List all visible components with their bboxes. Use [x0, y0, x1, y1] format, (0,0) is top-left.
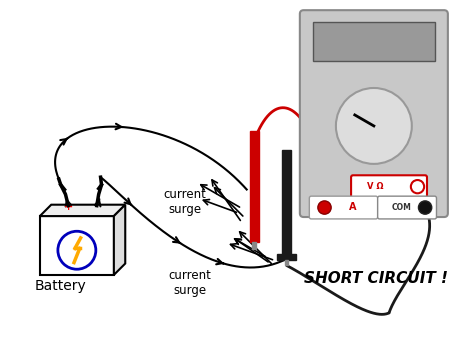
Bar — [285, 260, 289, 265]
Text: ~V: ~V — [317, 81, 328, 90]
Text: Ω: Ω — [371, 69, 377, 78]
Text: V Ω: V Ω — [366, 182, 383, 191]
Bar — [40, 216, 114, 275]
Circle shape — [419, 201, 432, 214]
FancyBboxPatch shape — [378, 196, 437, 219]
Polygon shape — [40, 205, 125, 216]
Polygon shape — [114, 205, 125, 275]
FancyBboxPatch shape — [351, 175, 427, 198]
Bar — [282, 150, 292, 254]
Text: Battery: Battery — [35, 279, 87, 293]
Text: =A: =A — [419, 147, 431, 156]
Text: A: A — [349, 203, 357, 212]
FancyBboxPatch shape — [300, 10, 448, 217]
Text: OFF: OFF — [367, 164, 381, 170]
FancyBboxPatch shape — [310, 196, 378, 219]
Bar — [313, 22, 435, 61]
Text: ~A: ~A — [419, 81, 431, 90]
Circle shape — [336, 88, 412, 164]
Circle shape — [411, 180, 424, 193]
Bar — [277, 254, 296, 260]
Text: COM: COM — [392, 203, 411, 212]
Circle shape — [58, 231, 96, 269]
Text: +: + — [64, 203, 73, 212]
Text: current
surge: current surge — [164, 188, 207, 216]
Bar — [249, 131, 259, 242]
Bar — [252, 242, 256, 249]
Text: SHORT CIRCUIT !: SHORT CIRCUIT ! — [304, 270, 447, 286]
Text: =V: =V — [317, 147, 328, 156]
Circle shape — [318, 201, 331, 214]
Text: current
surge: current surge — [168, 269, 211, 297]
